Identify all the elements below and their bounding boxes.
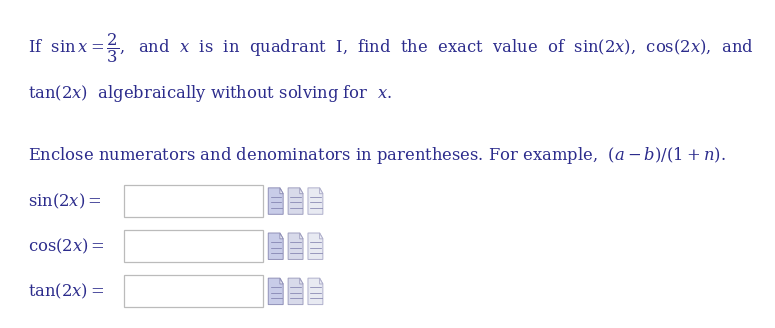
Polygon shape [308,188,323,214]
Polygon shape [288,233,303,259]
Polygon shape [308,233,323,259]
Polygon shape [268,278,283,305]
Text: $\tan(2x) =$: $\tan(2x) =$ [28,282,104,301]
Text: Enclose numerators and denominators in parentheses. For example,  $(a - b)/(1 + : Enclose numerators and denominators in p… [28,145,725,166]
FancyBboxPatch shape [124,275,264,307]
Polygon shape [308,278,323,305]
Polygon shape [288,188,303,214]
Text: $\sin(2x) =$: $\sin(2x) =$ [28,192,102,211]
Text: $\tan(2x)$  algebraically without solving for  $x$.: $\tan(2x)$ algebraically without solving… [28,83,391,104]
Text: If  $\sin x = \dfrac{2}{3},$  and  $x$  is  in  quadrant  I,  find  the  exact  : If $\sin x = \dfrac{2}{3},$ and $x$ is i… [28,32,753,65]
Polygon shape [268,188,283,214]
Polygon shape [268,233,283,259]
Polygon shape [288,278,303,305]
Polygon shape [300,278,303,284]
Polygon shape [300,188,303,194]
FancyBboxPatch shape [124,185,264,217]
FancyBboxPatch shape [124,230,264,262]
Polygon shape [319,278,323,284]
Polygon shape [300,233,303,239]
Polygon shape [319,188,323,194]
Polygon shape [319,233,323,239]
Polygon shape [280,233,283,239]
Polygon shape [280,188,283,194]
Polygon shape [280,278,283,284]
Text: $\cos(2x) =$: $\cos(2x) =$ [28,236,105,256]
